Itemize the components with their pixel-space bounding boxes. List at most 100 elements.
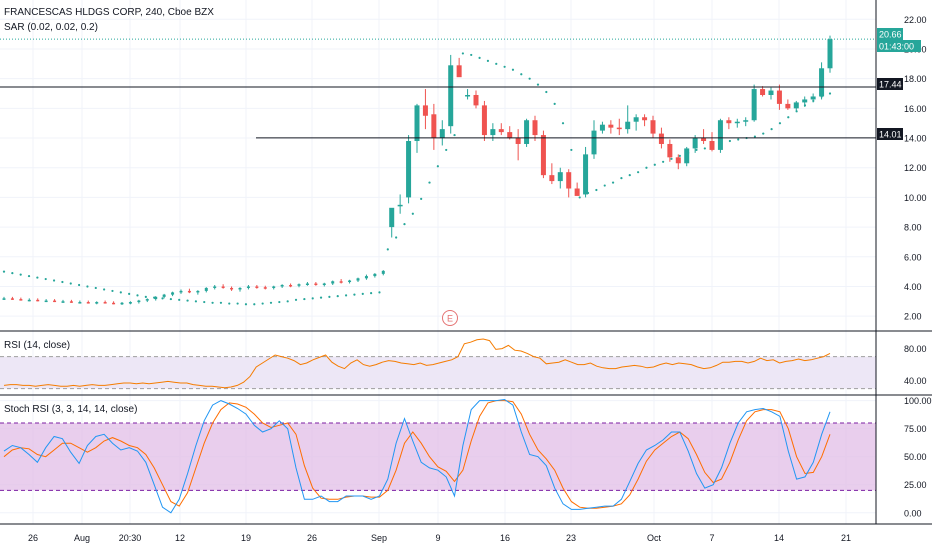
candle [422,89,428,130]
candle-body [776,90,782,104]
candle [2,296,6,300]
candle-body [171,292,175,295]
candle-body [36,299,40,302]
sar-dot [478,56,481,59]
sar-dot [778,122,782,125]
last-price-flag [877,28,903,40]
sar-dot [520,73,523,76]
candle-body [145,299,149,301]
sar-dot [344,294,348,297]
candle-body [810,96,816,100]
candle [599,121,605,134]
sar-dot [278,300,281,304]
sar-dot [303,297,306,301]
candle [204,287,208,293]
candle [297,283,301,288]
sar-legend[interactable]: SAR (0.02, 0.02, 0.2) [4,22,98,33]
candle-body [675,157,681,164]
candle-body [751,89,757,121]
price-tick-label: 8.00 [904,223,922,233]
candle-body [19,299,23,301]
candle [431,103,437,150]
sar-dot [111,289,114,293]
stoch-band [0,423,876,491]
candle [751,84,757,122]
rsi-axis[interactable]: 80.00 40.00 [904,344,927,386]
candle-body [658,133,664,144]
candle-body [692,138,698,149]
candle [802,96,808,107]
sar-dot [762,132,765,135]
candle-body [785,103,791,109]
candle [785,99,791,110]
candle-body [103,302,107,304]
candle-body [802,99,808,103]
candle-body [701,138,707,142]
sar-dot [645,166,648,169]
sar-dot [453,133,456,137]
candle-body [246,286,250,288]
price-tick-label: 6.00 [904,252,922,262]
sar-dot [461,52,464,55]
candle-body [524,120,530,144]
candle-body [473,94,479,106]
sar-dot [628,174,631,177]
sar-dot [169,297,172,301]
earnings-marker[interactable]: E [442,310,458,326]
sar-dot [269,301,273,304]
candle [348,279,352,284]
candle-body [179,290,183,293]
time-tick-label: 21 [841,533,851,543]
candle-body [2,298,6,300]
sar-dot [261,302,264,305]
candle [439,120,445,146]
candle [69,299,73,303]
candle [128,301,132,305]
candle-body [95,302,99,304]
candle-body [61,301,65,303]
candle-body [112,302,116,305]
sar-dot [620,177,623,180]
candle-body [507,132,513,139]
candle [145,298,149,303]
candle [406,135,412,204]
stoch-tick-label: 75.00 [904,424,927,434]
sar-dot [19,273,22,276]
sar-dot [770,128,773,131]
candle [549,163,555,185]
candle-body [540,135,546,176]
candle [507,126,513,140]
candle [44,299,48,303]
candle-body [498,129,504,133]
candle-body [591,130,597,155]
sar-dot [36,276,39,279]
candle-body [120,302,124,305]
time-tick-label: 26 [28,533,38,543]
candle [726,117,732,130]
time-axis[interactable]: 26 Aug 20:30 12 19 26 Sep 9 16 23 Oct 7 14 21 [28,533,851,543]
sar-dot [670,157,673,160]
stoch-axis[interactable]: 100.00 75.00 50.00 25.00 0.00 [904,396,932,518]
sar-dot [311,297,314,300]
candle [263,285,267,290]
candle [162,293,166,299]
candle-body [481,105,487,136]
candle [608,120,614,134]
stoch-legend[interactable]: Stoch RSI (3, 3, 14, 14, close) [4,404,137,415]
candle-body [616,127,622,130]
sar-dot [219,301,223,304]
candle-body [297,284,301,286]
candle [187,288,191,294]
candle-body [650,120,656,134]
sar-dot [194,300,197,303]
candle-body [27,299,31,302]
sar-dot [445,148,448,152]
candle-body [684,148,690,164]
rsi-legend[interactable]: RSI (14, close) [4,340,70,351]
sar-dot [319,296,323,299]
symbol-title[interactable]: FRANCESCAS HLDGS CORP, 240, Cboe BZX [4,7,214,18]
sar-dot [294,298,298,301]
candle-body [490,129,496,136]
sar-dot [595,188,598,192]
